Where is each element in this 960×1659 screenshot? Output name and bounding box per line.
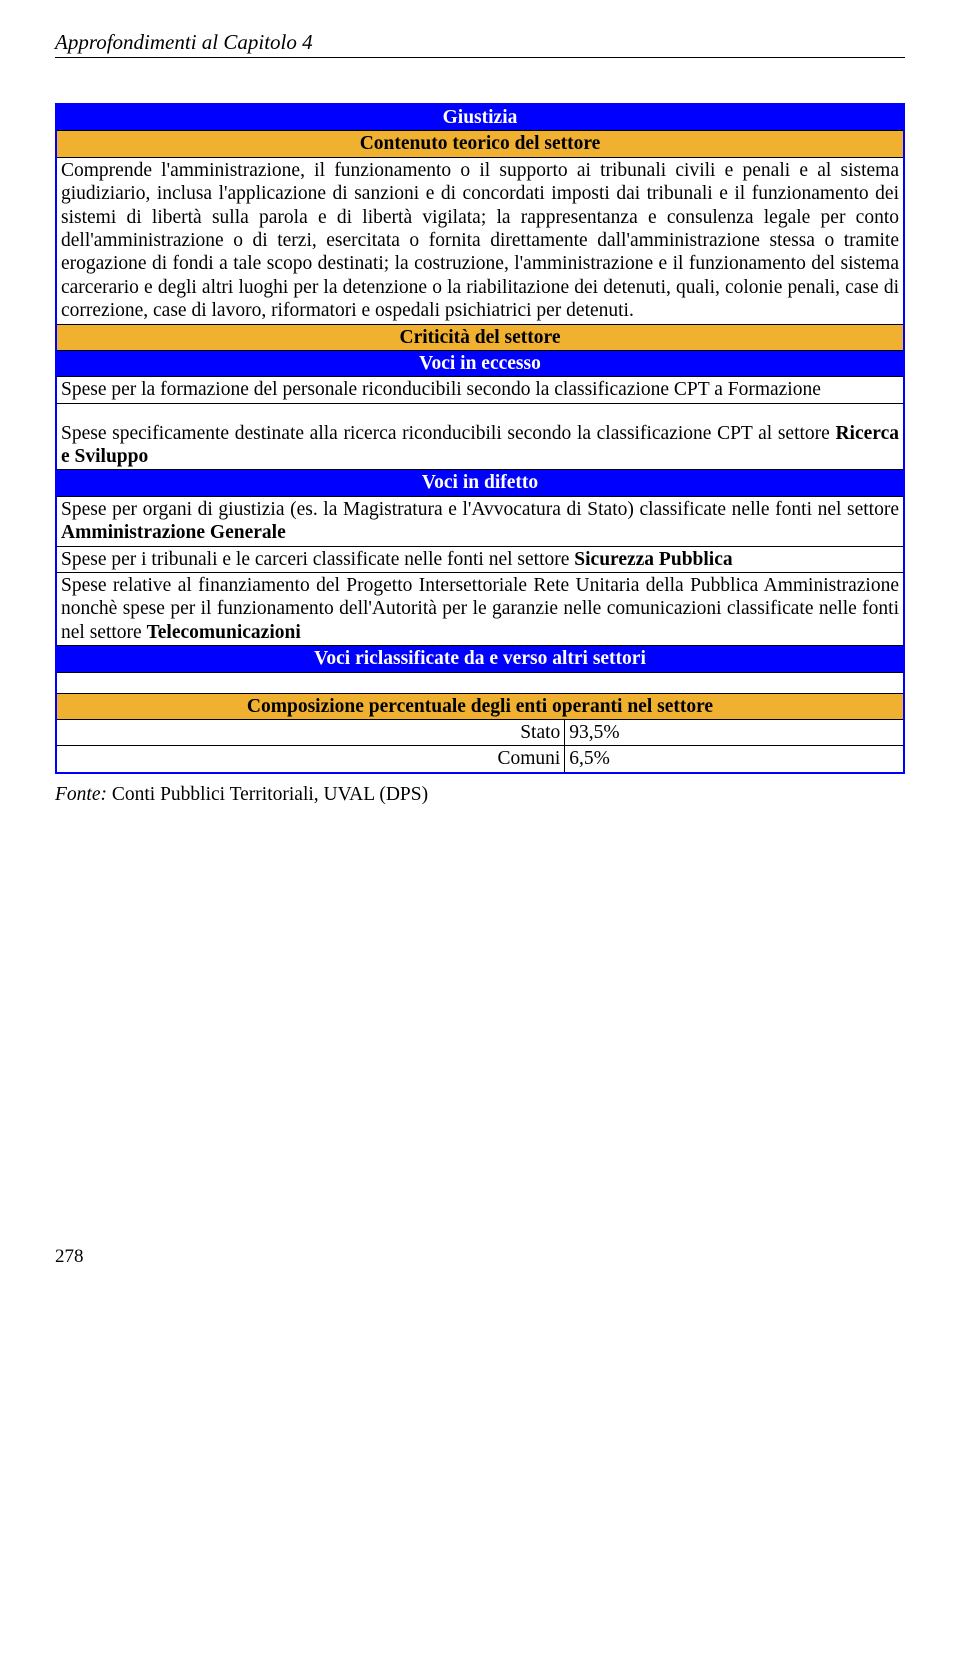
main-table: Giustizia Contenuto teorico del settore … <box>55 103 905 774</box>
contenuto-header: Contenuto teorico del settore <box>56 131 904 157</box>
comp-label-0: Stato <box>56 719 565 745</box>
header-rule <box>55 57 905 58</box>
comp-row: Stato 93,5% <box>56 719 904 745</box>
voci-difetto-3-bold: Telecomunicazioni <box>147 622 301 643</box>
contenuto-text: Comprende l'amministrazione, il funziona… <box>56 157 904 324</box>
comp-value-1: 6,5% <box>565 746 904 773</box>
voci-difetto-1-text: Spese per organi di giustizia (es. la Ma… <box>61 499 899 520</box>
voci-eccesso-row-1: Spese per la formazione del personale ri… <box>56 377 904 403</box>
empty-row <box>56 672 904 693</box>
voci-difetto-1-bold: Amministrazione Generale <box>61 522 286 543</box>
page-number: 278 <box>55 1246 905 1268</box>
voci-difetto-row-2: Spese per i tribunali e le carceri class… <box>56 546 904 572</box>
composizione-header: Composizione percentuale degli enti oper… <box>56 693 904 719</box>
voci-eccesso-row-2: Spese specificamente destinate alla rice… <box>56 403 904 470</box>
voci-riclass-header: Voci riclassificate da e verso altri set… <box>56 646 904 672</box>
voci-eccesso-2-text: Spese specificamente destinate alla rice… <box>61 423 835 444</box>
voci-difetto-2-bold: Sicurezza Pubblica <box>574 549 732 570</box>
main-title-cell: Giustizia <box>56 104 904 131</box>
voci-difetto-row-3: Spese relative al finanziamento del Prog… <box>56 573 904 646</box>
comp-value-0: 93,5% <box>565 719 904 745</box>
chapter-header: Approfondimenti al Capitolo 4 <box>55 30 905 55</box>
voci-difetto-row-1: Spese per organi di giustizia (es. la Ma… <box>56 496 904 546</box>
voci-difetto-2-text: Spese per i tribunali e le carceri class… <box>61 549 574 570</box>
comp-row: Comuni 6,5% <box>56 746 904 773</box>
source-line: Fonte: Conti Pubblici Territoriali, UVAL… <box>55 784 905 806</box>
criticita-header: Criticità del settore <box>56 324 904 350</box>
source-text: Conti Pubblici Territoriali, UVAL (DPS) <box>112 784 428 805</box>
voci-difetto-header: Voci in difetto <box>56 470 904 496</box>
source-label: Fonte: <box>55 784 112 805</box>
voci-eccesso-header: Voci in eccesso <box>56 350 904 376</box>
comp-label-1: Comuni <box>56 746 565 773</box>
